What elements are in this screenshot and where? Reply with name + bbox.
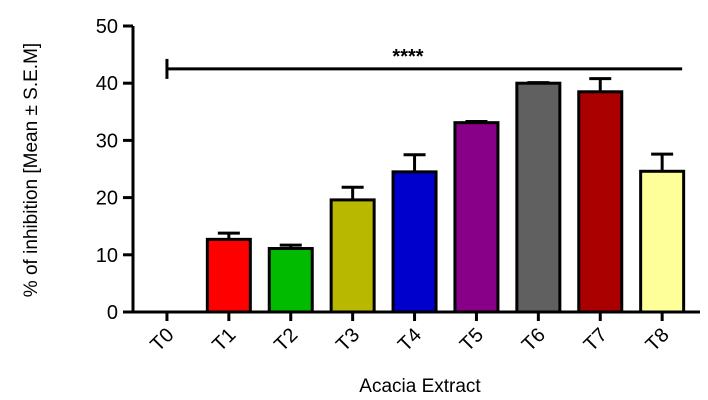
x-axis-title: Acacia Extract — [359, 376, 481, 397]
y-tick-label: 50 — [96, 16, 118, 38]
y-tick-label: 10 — [96, 245, 118, 267]
x-tick-label: T1 — [208, 324, 240, 356]
bars — [205, 81, 686, 314]
significance-label: **** — [392, 46, 423, 68]
error-bars — [217, 77, 674, 249]
x-tick-label: T4 — [394, 324, 426, 356]
bar-t6 — [515, 81, 562, 314]
y-tick-label: 20 — [96, 188, 118, 210]
x-axis: T0 T1 T2 T3 T4 T5 T6 T7 T8 — [133, 310, 700, 356]
bar-t4 — [391, 170, 438, 314]
x-tick-label: T0 — [146, 324, 178, 356]
x-tick-label: T2 — [270, 324, 302, 356]
significance-annotation: **** — [165, 46, 683, 79]
bar-t3 — [329, 198, 376, 314]
bar-t7 — [577, 90, 624, 314]
bar-t2 — [267, 247, 314, 314]
x-tick-label: T8 — [642, 324, 674, 356]
x-tick-label: T7 — [580, 324, 612, 356]
bar-t8 — [639, 169, 686, 314]
bar-t1 — [205, 237, 252, 314]
y-axis: 0 10 20 30 40 50 — [96, 16, 135, 324]
x-tick-label: T3 — [332, 324, 364, 356]
y-axis-title: % of inhibition [Mean ± S.E.M] — [21, 43, 42, 297]
y-tick-label: 0 — [107, 302, 118, 324]
x-tick-label: T6 — [518, 324, 550, 356]
y-tick-label: 30 — [96, 130, 118, 152]
bar-t5 — [453, 121, 500, 314]
y-tick-label: 40 — [96, 73, 118, 95]
x-tick-label: T5 — [456, 324, 488, 356]
